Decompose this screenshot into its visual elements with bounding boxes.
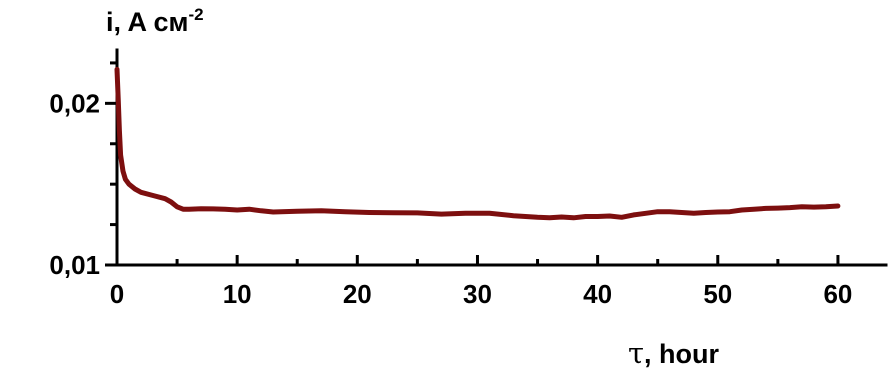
x-axis-title: τ, hour xyxy=(628,336,720,370)
y-tick-label: 0,02 xyxy=(49,88,100,118)
y-axis-title-superscript: -2 xyxy=(189,5,204,24)
x-axis-title-text: , hour xyxy=(644,339,719,369)
x-tick-label: 40 xyxy=(583,279,612,309)
x-tick-label: 10 xyxy=(223,279,252,309)
series-line xyxy=(114,66,841,221)
y-axis-title-text: i, A см xyxy=(106,7,189,37)
x-tick-label: 50 xyxy=(703,279,732,309)
series-layer xyxy=(114,66,841,221)
y-axis-title: i, A см-2 xyxy=(106,5,204,37)
x-tick-label: 30 xyxy=(463,279,492,309)
y-tick-label: 0,01 xyxy=(49,250,100,280)
x-tick-label: 0 xyxy=(110,279,124,309)
x-tick-label: 60 xyxy=(823,279,852,309)
tick-labels: 0 10 20 30 40 50 60 0,01 0,02 xyxy=(49,88,852,309)
x-axis-title-symbol: τ xyxy=(628,336,644,370)
x-tick-label: 20 xyxy=(343,279,372,309)
axis-ticks xyxy=(105,61,840,267)
